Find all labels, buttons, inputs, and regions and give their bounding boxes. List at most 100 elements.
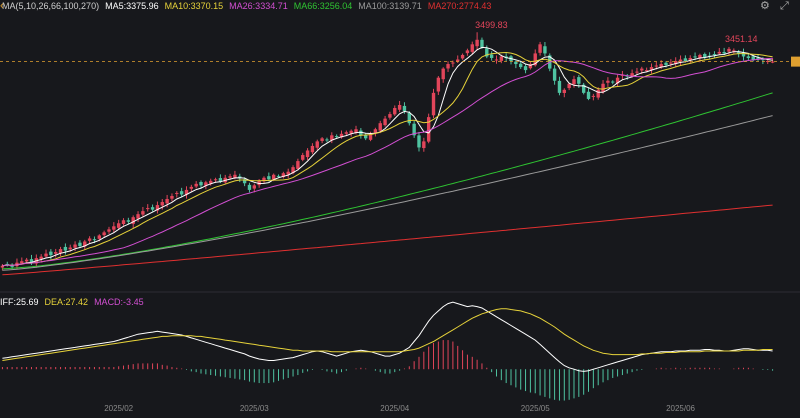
candle-body: [334, 136, 339, 138]
candle-body: [562, 89, 566, 93]
high-value-label: 3499.83: [475, 20, 508, 30]
candle-body: [674, 61, 678, 64]
candle-body: [688, 57, 692, 60]
candle-body: [698, 54, 702, 59]
candle-body: [446, 64, 450, 69]
x-tick-label: 2025/05: [521, 404, 550, 413]
candle-body: [422, 141, 426, 149]
candle-body: [761, 58, 765, 61]
candle-body: [257, 180, 261, 186]
candle-body: [644, 70, 649, 72]
x-tick-label: 2025/03: [240, 404, 269, 413]
candle-body: [519, 63, 523, 68]
candle-body: [68, 247, 72, 250]
candle-body: [218, 178, 223, 182]
candle-body: [703, 53, 707, 58]
candle-body: [611, 81, 615, 83]
recent-high-label: 3451.14: [725, 34, 758, 44]
legend-item: MA100:3139.71: [358, 1, 422, 11]
legend-item: IFF:25.69: [0, 297, 39, 307]
candle-body: [630, 73, 634, 77]
candle-body: [407, 112, 411, 124]
candle-body: [378, 123, 382, 131]
candle-body: [73, 244, 77, 248]
candle-body: [601, 83, 605, 92]
candle-body: [252, 185, 256, 189]
candle-body: [29, 259, 34, 263]
candle-body: [296, 161, 300, 169]
chevron-left-icon[interactable]: ‹: [0, 0, 4, 12]
x-tick-label: 2025/06: [666, 404, 695, 413]
candle-body: [262, 177, 266, 182]
candle-body: [557, 80, 562, 93]
x-tick-label: 2025/02: [104, 404, 133, 413]
candle-body: [417, 135, 421, 148]
candle-body: [204, 182, 208, 186]
fullscreen-icon[interactable]: ⤢: [780, 0, 789, 12]
candle-body: [388, 114, 392, 118]
settings-icon[interactable]: ⚙: [760, 0, 770, 12]
candle-body: [271, 174, 276, 180]
candle-body: [24, 259, 29, 262]
candle-body: [591, 95, 596, 97]
candle-body: [499, 56, 504, 61]
candle-body: [0, 265, 5, 268]
legend-item: MA5:3375.96: [105, 1, 159, 11]
candle-body: [552, 68, 557, 81]
candle-body: [523, 66, 528, 71]
candle-body: [722, 51, 726, 54]
legend-item: MA(5,10,26,66,100,270): [2, 1, 100, 11]
candle-body: [431, 92, 436, 116]
candle-body: [693, 56, 697, 58]
candle-body: [567, 83, 571, 89]
candle-body: [49, 251, 53, 256]
candle-body: [112, 226, 116, 230]
candle-body: [83, 241, 87, 247]
candle-body: [170, 195, 174, 199]
candle-body: [126, 220, 131, 222]
candle-body: [199, 182, 203, 186]
candle-body: [58, 249, 63, 254]
candle-body: [320, 138, 324, 141]
candle-body: [654, 65, 659, 67]
candle-body: [194, 183, 198, 187]
candle-body: [141, 211, 145, 215]
candle-body: [649, 67, 654, 70]
candle-body: [325, 139, 329, 141]
candle-body: [301, 155, 305, 160]
candle-body: [339, 133, 344, 138]
candle-body: [373, 129, 378, 133]
candle-body: [20, 261, 24, 264]
candle-body: [436, 77, 441, 92]
candle-body: [441, 68, 445, 80]
last-price-tag: [791, 56, 800, 67]
candle-body: [766, 61, 770, 63]
candle-body: [426, 117, 431, 142]
candle-body: [165, 199, 169, 204]
candle-body: [543, 46, 547, 54]
candle-body: [494, 59, 499, 61]
candle-body: [175, 192, 179, 194]
candle-body: [97, 235, 101, 239]
candle-body: [664, 62, 668, 65]
candle-body: [456, 59, 460, 62]
candle-body: [669, 62, 673, 64]
ma10-line: [2, 51, 773, 267]
candle-body: [538, 44, 542, 53]
candle-body: [359, 130, 363, 136]
candle-body: [131, 217, 135, 224]
candle-body: [451, 62, 455, 64]
candle-body: [717, 51, 721, 54]
candle-body: [746, 56, 751, 58]
candle-body: [364, 134, 368, 139]
candle-body: [160, 202, 164, 206]
candle-body: [383, 118, 387, 126]
legend-item: MA270:2774.43: [427, 1, 492, 11]
candle-body: [736, 52, 741, 54]
ma270-line: [2, 204, 773, 276]
candle-body: [732, 50, 736, 52]
macd-legend: IFF:25.69 DEA:27.42 MACD:-3.45: [0, 296, 150, 308]
candle-body: [397, 104, 402, 110]
